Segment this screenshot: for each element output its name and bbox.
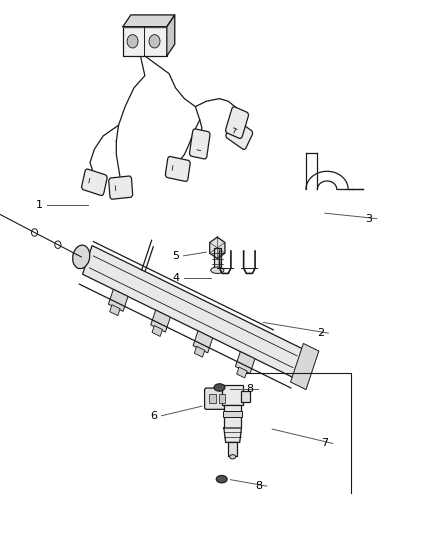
- Bar: [150, 310, 170, 332]
- Ellipse shape: [229, 455, 235, 459]
- Bar: [218, 394, 224, 403]
- Bar: [228, 442, 237, 456]
- Text: 8: 8: [246, 384, 253, 394]
- Text: 2: 2: [316, 328, 323, 338]
- Bar: [241, 391, 250, 402]
- FancyBboxPatch shape: [165, 157, 190, 181]
- FancyBboxPatch shape: [109, 176, 132, 199]
- FancyBboxPatch shape: [204, 388, 230, 409]
- Bar: [108, 289, 128, 311]
- Ellipse shape: [215, 475, 227, 483]
- Bar: [152, 326, 162, 336]
- Ellipse shape: [149, 35, 160, 48]
- Ellipse shape: [127, 35, 138, 48]
- Text: 4: 4: [172, 273, 179, 283]
- Bar: [223, 405, 241, 428]
- Bar: [194, 346, 204, 357]
- FancyBboxPatch shape: [225, 119, 252, 149]
- FancyBboxPatch shape: [81, 169, 107, 196]
- Text: 5: 5: [172, 251, 179, 261]
- Polygon shape: [166, 15, 174, 56]
- Text: 6: 6: [150, 411, 157, 421]
- Ellipse shape: [72, 245, 90, 269]
- Bar: [213, 248, 220, 270]
- Bar: [236, 367, 247, 378]
- Bar: [223, 411, 242, 417]
- Polygon shape: [123, 15, 174, 27]
- Bar: [193, 331, 212, 353]
- Polygon shape: [223, 428, 241, 442]
- Bar: [235, 352, 254, 374]
- Text: 8: 8: [255, 481, 262, 491]
- Bar: [222, 385, 243, 405]
- Ellipse shape: [213, 384, 225, 391]
- Text: 7: 7: [321, 439, 328, 448]
- Bar: [209, 394, 215, 403]
- Bar: [110, 305, 120, 316]
- Polygon shape: [209, 237, 224, 259]
- Ellipse shape: [210, 267, 223, 273]
- FancyBboxPatch shape: [225, 107, 248, 139]
- Bar: [290, 343, 318, 390]
- Bar: [82, 246, 303, 378]
- FancyBboxPatch shape: [189, 129, 209, 159]
- Bar: [123, 27, 166, 56]
- Text: 3: 3: [364, 214, 371, 223]
- Text: 1: 1: [36, 200, 43, 210]
